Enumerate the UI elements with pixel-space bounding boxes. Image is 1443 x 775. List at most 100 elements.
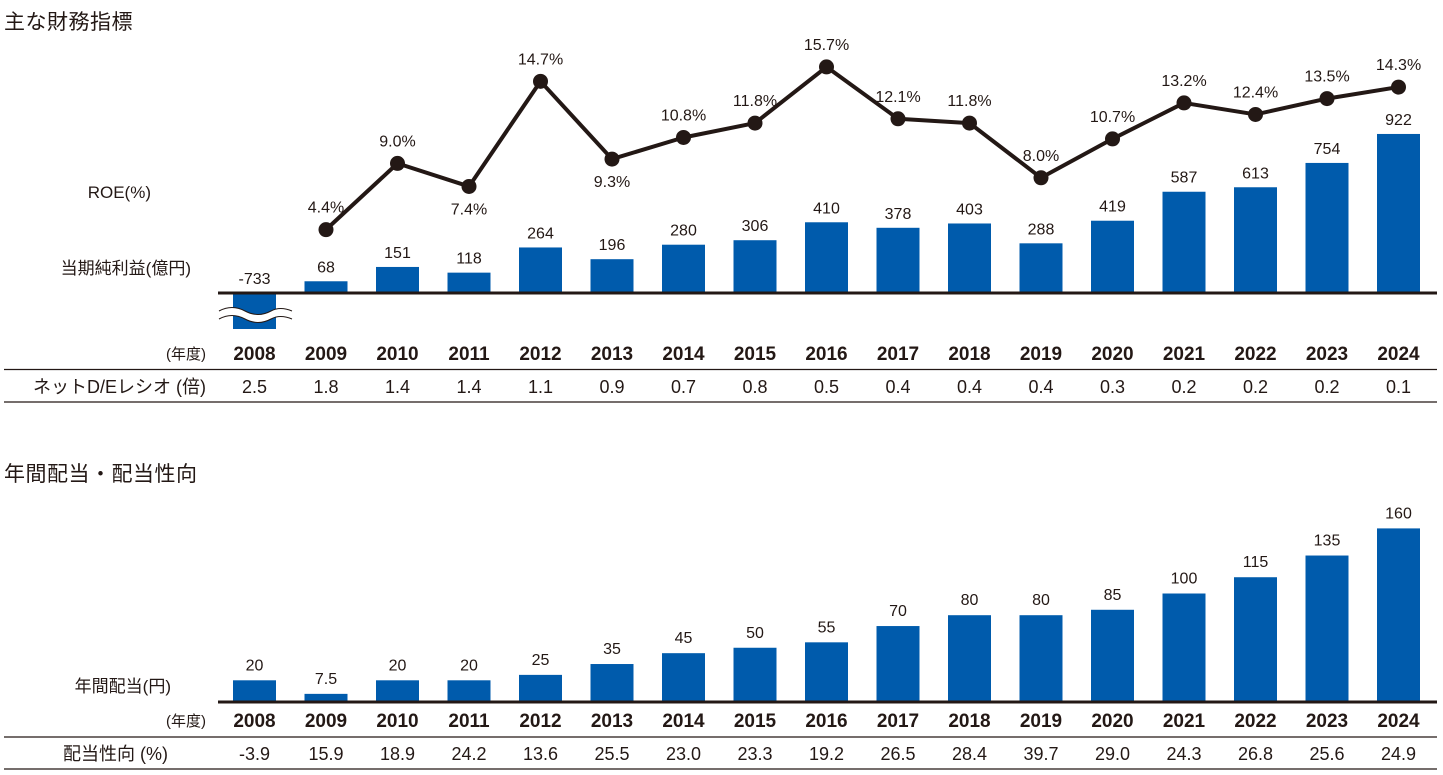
roe-label-2023: 13.5%: [1304, 69, 1349, 86]
payout-ratio-2012: 13.6: [523, 744, 558, 764]
bar-dividend-2019: [1019, 615, 1063, 702]
bar-label-dividend-2024: 160: [1385, 505, 1412, 522]
payout-ratio-label: 配当性向 (%): [63, 744, 168, 764]
net-de-ratio-2012: 1.1: [528, 377, 553, 397]
year-label-2024: 2024: [1377, 344, 1420, 365]
net-de-ratio-2016: 0.5: [814, 377, 839, 397]
payout-ratio-2023: 25.6: [1309, 744, 1344, 764]
payout-ratio-2020: 29.0: [1095, 744, 1130, 764]
bar-net-income-2020: [1091, 220, 1134, 293]
payout-ratio-2021: 24.3: [1166, 744, 1201, 764]
roe-point-2015: [747, 115, 763, 131]
bar-label-net-income-2012: 264: [527, 225, 554, 242]
bar-dividend-2018: [948, 615, 991, 702]
bar-dividend-2021: [1162, 593, 1206, 702]
bar-label-net-income-2022: 613: [1242, 165, 1269, 182]
roe-point-2021: [1176, 95, 1192, 111]
net-de-ratio-2013: 0.9: [599, 377, 624, 397]
roe-label-2022: 12.4%: [1233, 84, 1278, 101]
net-de-ratio-2019: 0.4: [1028, 377, 1053, 397]
net-de-ratio-2024: 0.1: [1386, 377, 1411, 397]
payout-ratio-2008: -3.9: [239, 744, 270, 764]
bar-label-net-income-2015: 306: [742, 218, 769, 235]
roe-point-2011: [461, 178, 477, 194]
bar-label-dividend-2021: 100: [1171, 571, 1198, 588]
bar-label-dividend-2011: 20: [460, 657, 478, 674]
net-de-ratio-2021: 0.2: [1171, 377, 1196, 397]
bar-dividend-2023: [1305, 555, 1349, 702]
roe-point-2014: [676, 129, 691, 145]
bar-label-dividend-2018: 80: [961, 592, 979, 609]
bar-label-net-income-2020: 419: [1099, 199, 1126, 216]
roe-label-2017: 12.1%: [875, 89, 920, 106]
net-de-ratio-2023: 0.2: [1314, 377, 1339, 397]
bar-dividend-2011: [447, 680, 491, 702]
payout-ratio-2018: 28.4: [952, 744, 987, 764]
bar-label-net-income-2009: 68: [317, 259, 335, 276]
roe-label-2011: 7.4%: [451, 201, 487, 218]
roe-series-label: ROE(%): [87, 183, 151, 202]
net-de-ratio-2017: 0.4: [885, 377, 910, 397]
roe-point-2017: [890, 111, 906, 127]
year-label-2017: 2017: [877, 344, 919, 365]
dividend-year-label-2023: 2023: [1306, 711, 1348, 732]
bar-net-income-2014: [662, 244, 705, 293]
bar-label-net-income-2024: 922: [1385, 112, 1412, 129]
net-de-ratio-2020: 0.3: [1100, 377, 1125, 397]
dividend-year-label-2009: 2009: [305, 711, 347, 732]
dividend-year-label-2014: 2014: [662, 711, 705, 732]
payout-ratio-2024: 24.9: [1381, 744, 1416, 764]
bar-label-dividend-2012: 25: [532, 652, 550, 669]
year-label-2009: 2009: [305, 344, 347, 365]
net-de-ratio-2010: 1.4: [385, 377, 410, 397]
bar-dividend-2022: [1234, 577, 1277, 702]
dividend-year-label-2017: 2017: [877, 711, 919, 732]
payout-ratio-2017: 26.5: [880, 744, 915, 764]
bar-label-dividend-2022: 115: [1243, 554, 1269, 571]
roe-label-2019: 8.0%: [1023, 148, 1059, 165]
roe-label-2024: 14.3%: [1376, 57, 1421, 74]
bar-label-net-income-2008: -733: [238, 271, 270, 288]
roe-label-2014: 10.8%: [661, 107, 706, 124]
year-unit-label-financial: (年度): [166, 346, 206, 363]
dividend-year-label-2008: 2008: [233, 711, 275, 732]
year-label-2022: 2022: [1234, 344, 1276, 365]
year-label-2021: 2021: [1163, 344, 1206, 365]
payout-ratio-2015: 23.3: [737, 744, 772, 764]
year-label-2013: 2013: [591, 344, 633, 365]
roe-point-2019: [1033, 170, 1049, 186]
bar-net-income-2015: [733, 240, 777, 293]
dividend-year-label-2020: 2020: [1091, 711, 1133, 732]
year-label-2016: 2016: [805, 344, 847, 365]
dividend-year-label-2019: 2019: [1020, 711, 1062, 732]
bar-dividend-2013: [590, 664, 634, 702]
bar-net-income-2016: [805, 222, 848, 293]
bar-label-net-income-2016: 410: [813, 200, 840, 217]
dividend-series-label: 年間配当(円): [74, 677, 171, 696]
bar-net-income-2024: [1377, 133, 1420, 293]
payout-ratio-2010: 18.9: [380, 744, 415, 764]
dividend-year-label-2015: 2015: [734, 711, 777, 732]
year-label-2011: 2011: [448, 344, 490, 365]
bar-net-income-2021: [1162, 191, 1206, 293]
dividend-year-label-2013: 2013: [591, 711, 633, 732]
dividend-year-label-2012: 2012: [519, 711, 561, 732]
bar-label-net-income-2019: 288: [1028, 221, 1055, 238]
bar-label-dividend-2013: 35: [603, 641, 621, 658]
payout-ratio-2013: 25.5: [594, 744, 629, 764]
bar-label-net-income-2011: 118: [456, 251, 482, 268]
bar-dividend-2015: [733, 647, 777, 702]
bar-label-net-income-2010: 151: [384, 245, 411, 262]
bar-net-income-2017: [876, 227, 920, 293]
dividend-year-label-2022: 2022: [1234, 711, 1276, 732]
year-label-2019: 2019: [1020, 344, 1062, 365]
payout-ratio-2016: 19.2: [809, 744, 844, 764]
bar-dividend-2014: [662, 653, 705, 702]
axis-break-line-top: [218, 307, 293, 315]
bar-label-dividend-2015: 50: [746, 625, 764, 642]
year-label-2012: 2012: [519, 344, 561, 365]
bar-label-net-income-2018: 403: [956, 201, 983, 218]
bar-dividend-2012: [519, 674, 562, 702]
roe-point-2013: [604, 151, 620, 167]
bar-label-dividend-2009: 7.5: [315, 671, 337, 688]
